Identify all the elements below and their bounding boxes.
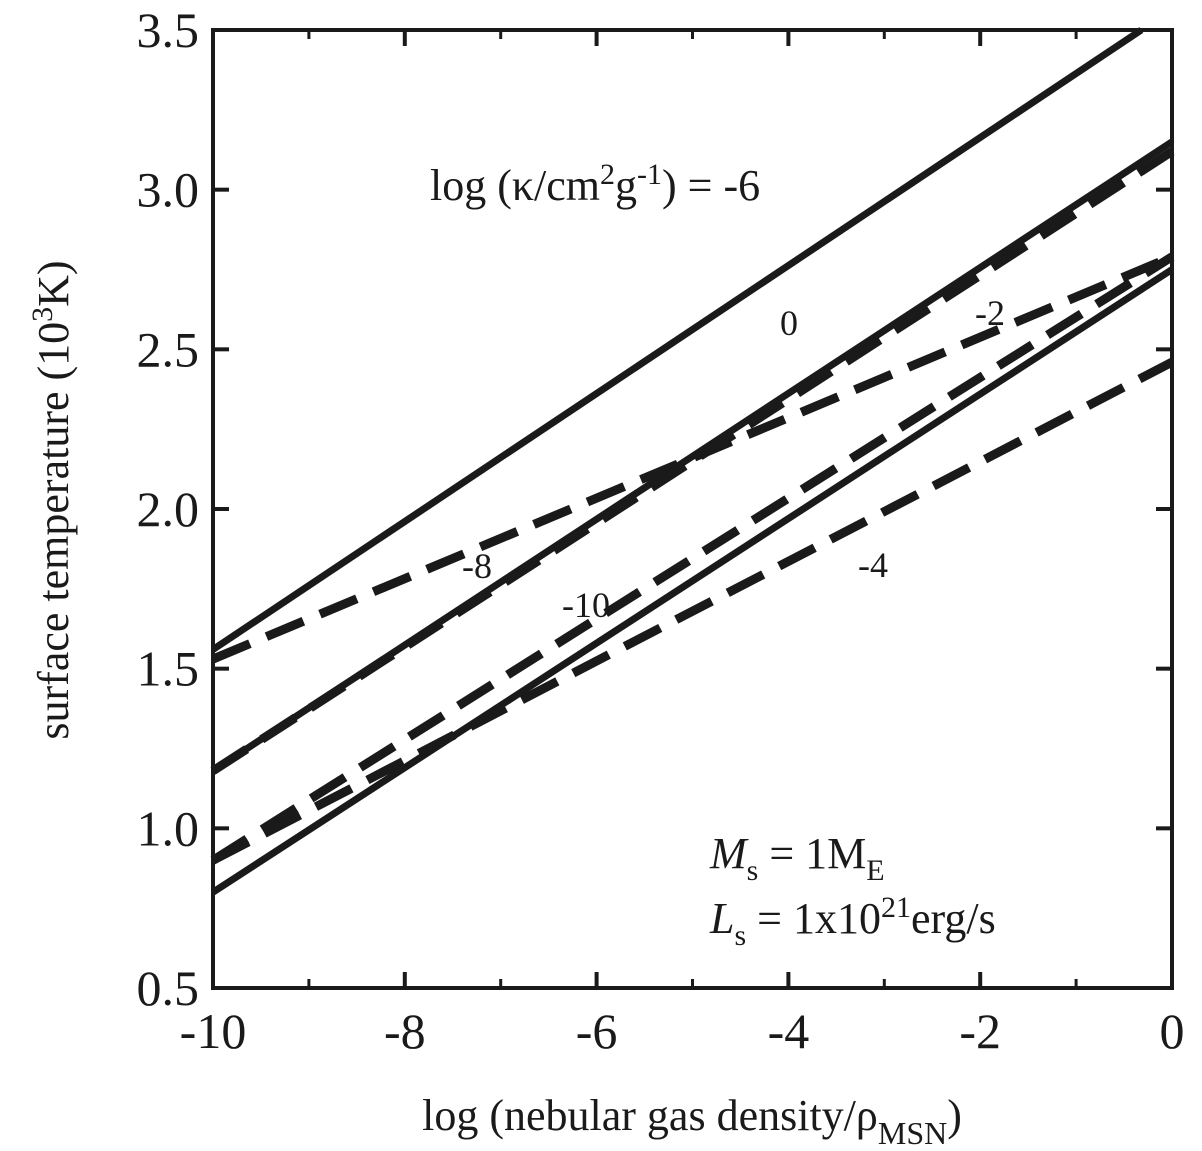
series-line--4 xyxy=(210,358,1175,865)
y-tick-label: 3.5 xyxy=(137,2,200,58)
x-tick-label: -8 xyxy=(384,1003,426,1059)
series-lines xyxy=(210,27,1175,896)
mass-annotation: Ms = 1ME xyxy=(709,829,885,887)
y-tick-label: 0.5 xyxy=(137,960,200,1016)
series-line--10 xyxy=(210,252,1175,865)
curve-label-minus2: -2 xyxy=(975,293,1005,333)
series-line-0 xyxy=(211,138,1174,774)
x-axis-label: log (nebular gas density/ρMSN) xyxy=(422,1091,962,1151)
curve-label-0: 0 xyxy=(780,303,798,343)
y-tick-label: 3.0 xyxy=(137,162,200,218)
x-tick-label: -10 xyxy=(180,1003,247,1059)
tick-labels: -10 -8 -6 -4 -2 0 0.5 1.0 1.5 2.0 2.5 3.0 3.5 xyxy=(137,2,1185,1059)
y-tick-label: 2.5 xyxy=(137,321,200,377)
kappa-label: log (κ/cm2g-1) = -6 xyxy=(430,158,760,210)
series-line-unlabeled-6 xyxy=(211,266,1174,896)
luminosity-annotation: Ls = 1x1021erg/s xyxy=(709,891,996,952)
y-tick-label: 1.5 xyxy=(137,641,200,697)
y-tick-label: 1.0 xyxy=(137,800,200,856)
y-axis-label: surface temperature (103K) xyxy=(26,260,78,739)
curve-label-minus8: -8 xyxy=(462,546,492,586)
x-tick-label: -6 xyxy=(576,1003,618,1059)
plot-frame xyxy=(211,28,1174,990)
curve-label-minus4: -4 xyxy=(858,545,888,585)
curve-label-minus10: -10 xyxy=(562,585,610,625)
series-line--6 xyxy=(211,27,1144,653)
y-tick-label: 2.0 xyxy=(137,481,200,537)
x-tick-label: -4 xyxy=(768,1003,810,1059)
x-tick-label: 0 xyxy=(1160,1003,1185,1059)
series-line--8 xyxy=(210,147,1175,775)
x-tick-label: -2 xyxy=(959,1003,1001,1059)
